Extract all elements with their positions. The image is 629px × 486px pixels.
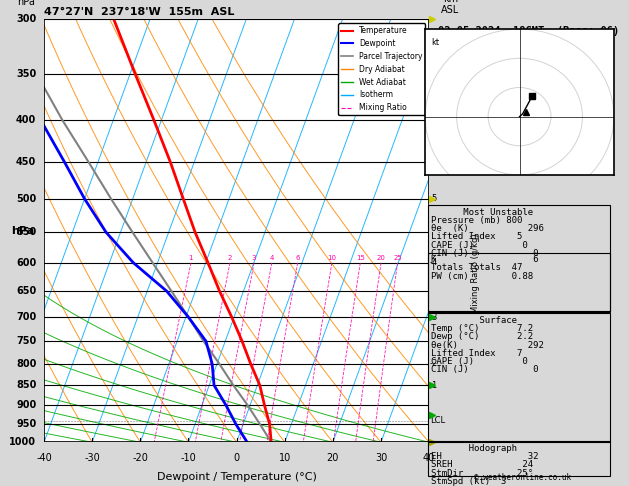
Text: EH                32: EH 32 <box>431 452 538 461</box>
Text: Hodograph: Hodograph <box>431 444 517 453</box>
Text: 20: 20 <box>326 453 339 463</box>
Text: 900: 900 <box>16 400 36 410</box>
Text: SREH             24: SREH 24 <box>431 460 533 469</box>
Text: CAPE (J)         0: CAPE (J) 0 <box>431 241 528 250</box>
Text: -5: -5 <box>430 194 438 203</box>
Text: 1000: 1000 <box>9 437 36 447</box>
Text: -4: -4 <box>430 259 438 267</box>
Text: -8: -8 <box>430 69 438 78</box>
Text: hPa: hPa <box>11 226 35 236</box>
Text: © weatheronline.co.uk: © weatheronline.co.uk <box>474 473 571 482</box>
Text: 800: 800 <box>16 359 36 369</box>
Text: 1: 1 <box>189 255 193 261</box>
Text: 300: 300 <box>16 15 36 24</box>
Text: 6: 6 <box>296 255 300 261</box>
Text: -2: -2 <box>430 359 438 368</box>
Text: -1: -1 <box>430 381 438 390</box>
Text: 02.05.2024  18GMT  (Base: 06): 02.05.2024 18GMT (Base: 06) <box>438 26 620 36</box>
Text: CIN (J)            0: CIN (J) 0 <box>431 365 538 375</box>
Text: 500: 500 <box>16 194 36 204</box>
Text: Dewpoint / Temperature (°C): Dewpoint / Temperature (°C) <box>157 472 316 482</box>
Text: 350: 350 <box>16 69 36 79</box>
Text: 40: 40 <box>423 453 435 463</box>
Text: 25: 25 <box>393 255 402 261</box>
Text: 15: 15 <box>356 255 365 261</box>
Text: 650: 650 <box>16 286 36 296</box>
Text: -6: -6 <box>430 157 438 166</box>
Text: 3: 3 <box>252 255 256 261</box>
Text: hPa: hPa <box>17 0 35 7</box>
Text: -40: -40 <box>36 453 52 463</box>
Text: 850: 850 <box>16 380 36 390</box>
Text: θe(K)             292: θe(K) 292 <box>431 341 543 350</box>
Text: StmDir          25°: StmDir 25° <box>431 469 533 478</box>
Text: km
ASL: km ASL <box>441 0 459 15</box>
Text: Lifted Index    5: Lifted Index 5 <box>431 232 522 242</box>
Text: PW (cm)        0.88: PW (cm) 0.88 <box>431 272 533 281</box>
Text: 30: 30 <box>375 453 387 463</box>
Text: 4: 4 <box>270 255 274 261</box>
Text: -20: -20 <box>132 453 148 463</box>
Text: -7: -7 <box>430 116 438 125</box>
Text: kt: kt <box>431 38 440 47</box>
Text: Mixing Ratio (g/kg): Mixing Ratio (g/kg) <box>471 233 480 313</box>
Text: StmSpd (kt)  3: StmSpd (kt) 3 <box>431 477 506 486</box>
Text: CAPE (J)         0: CAPE (J) 0 <box>431 357 528 366</box>
Text: 47°27'N  237°18'W  155m  ASL: 47°27'N 237°18'W 155m ASL <box>44 7 235 17</box>
Text: 20: 20 <box>377 255 386 261</box>
Text: CIN (J)            0: CIN (J) 0 <box>431 249 538 258</box>
Text: 600: 600 <box>16 258 36 268</box>
Text: 550: 550 <box>16 227 36 237</box>
Text: Dewp (°C)       2.2: Dewp (°C) 2.2 <box>431 332 533 342</box>
Text: 950: 950 <box>16 419 36 429</box>
Text: -3: -3 <box>430 312 438 322</box>
Text: -10: -10 <box>181 453 196 463</box>
Text: K                  6: K 6 <box>431 255 538 264</box>
Text: 0: 0 <box>233 453 240 463</box>
Text: 700: 700 <box>16 312 36 322</box>
Text: 400: 400 <box>16 116 36 125</box>
Text: θe  (K)           296: θe (K) 296 <box>431 224 543 233</box>
Text: Most Unstable: Most Unstable <box>431 208 533 217</box>
Text: LCL: LCL <box>430 416 445 425</box>
Text: 10: 10 <box>327 255 337 261</box>
Text: Lifted Index    7: Lifted Index 7 <box>431 349 522 358</box>
Text: 750: 750 <box>16 336 36 346</box>
Legend: Temperature, Dewpoint, Parcel Trajectory, Dry Adiabat, Wet Adiabat, Isotherm, Mi: Temperature, Dewpoint, Parcel Trajectory… <box>338 23 425 115</box>
Text: Surface: Surface <box>431 316 517 325</box>
Text: 450: 450 <box>16 157 36 167</box>
Text: Totals Totals  47: Totals Totals 47 <box>431 263 522 273</box>
Text: -30: -30 <box>84 453 100 463</box>
Text: 10: 10 <box>279 453 291 463</box>
Text: Temp (°C)       7.2: Temp (°C) 7.2 <box>431 324 533 333</box>
Text: 2: 2 <box>228 255 232 261</box>
Text: Pressure (mb) 800: Pressure (mb) 800 <box>431 216 522 225</box>
